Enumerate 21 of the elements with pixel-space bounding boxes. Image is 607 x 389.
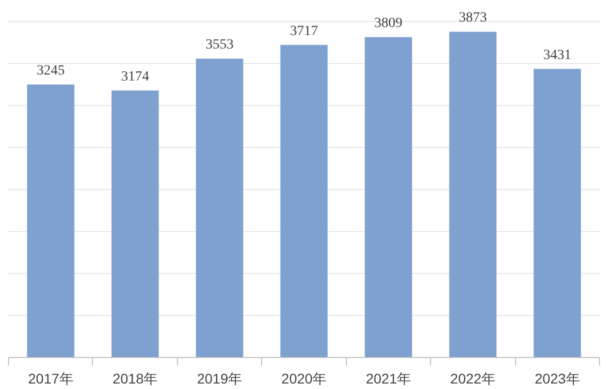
data-label: 3553 <box>206 38 234 53</box>
x-tick-label: 2019年 <box>197 370 242 386</box>
data-label: 3431 <box>543 48 572 63</box>
bar <box>196 58 244 358</box>
bar <box>27 84 74 358</box>
bar <box>364 37 412 358</box>
bar <box>534 68 581 358</box>
x-tick-label: 2021年 <box>366 370 412 386</box>
x-tick-label: 2022年 <box>450 370 496 386</box>
data-label: 3873 <box>458 10 487 26</box>
data-label: 3245 <box>36 64 65 79</box>
x-tick-label: 2017年 <box>28 370 74 386</box>
x-tick-label: 2023年 <box>534 370 580 386</box>
data-label: 3174 <box>121 69 150 84</box>
x-tick-label: 2018年 <box>112 370 158 386</box>
data-label: 3809 <box>374 16 402 32</box>
data-label: 3717 <box>290 24 318 39</box>
bar <box>112 90 159 358</box>
bar <box>280 44 328 358</box>
x-tick-label: 2020年 <box>281 370 327 386</box>
bar <box>449 32 496 358</box>
